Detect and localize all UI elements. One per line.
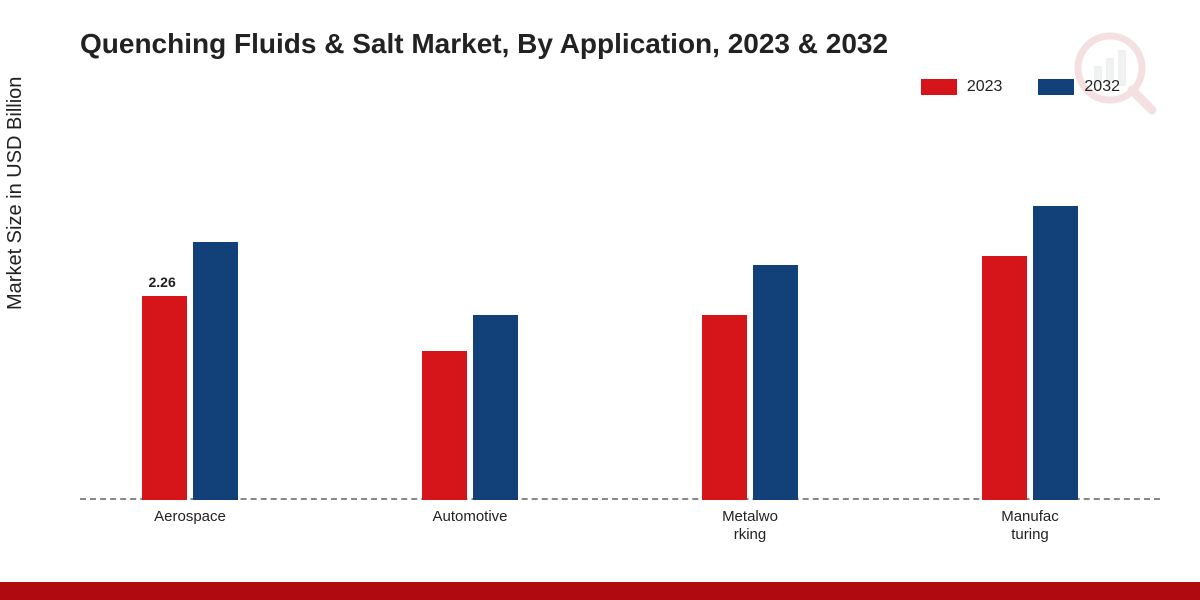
bar-group [130, 242, 250, 500]
legend-swatch-2023 [921, 79, 957, 95]
bar [753, 265, 798, 500]
chart-title: Quenching Fluids & Salt Market, By Appli… [80, 28, 888, 60]
bar [702, 315, 747, 500]
category-label: Metalworking [690, 508, 810, 544]
bar [982, 256, 1027, 500]
plot-area: 2.26 [80, 120, 1160, 500]
legend: 2023 2032 [921, 78, 1120, 96]
bar [142, 296, 187, 500]
bar [422, 351, 467, 500]
legend-label-2023: 2023 [967, 78, 1003, 96]
legend-label-2032: 2032 [1084, 78, 1120, 96]
bar-group [970, 206, 1090, 500]
legend-item-2032: 2032 [1038, 78, 1120, 96]
bar [193, 242, 238, 500]
bar [473, 315, 518, 500]
category-label: Automotive [410, 508, 530, 526]
legend-swatch-2032 [1038, 79, 1074, 95]
category-label: Aerospace [130, 508, 250, 526]
watermark-logo [1070, 28, 1160, 123]
legend-item-2023: 2023 [921, 78, 1003, 96]
footer-accent-bar [0, 582, 1200, 600]
bar-group [690, 265, 810, 500]
y-axis-label: Market Size in USD Billion [4, 77, 27, 310]
bar [1033, 206, 1078, 500]
category-label: Manufacturing [970, 508, 1090, 544]
chart-container: Quenching Fluids & Salt Market, By Appli… [0, 0, 1200, 600]
bar-group [410, 315, 530, 500]
